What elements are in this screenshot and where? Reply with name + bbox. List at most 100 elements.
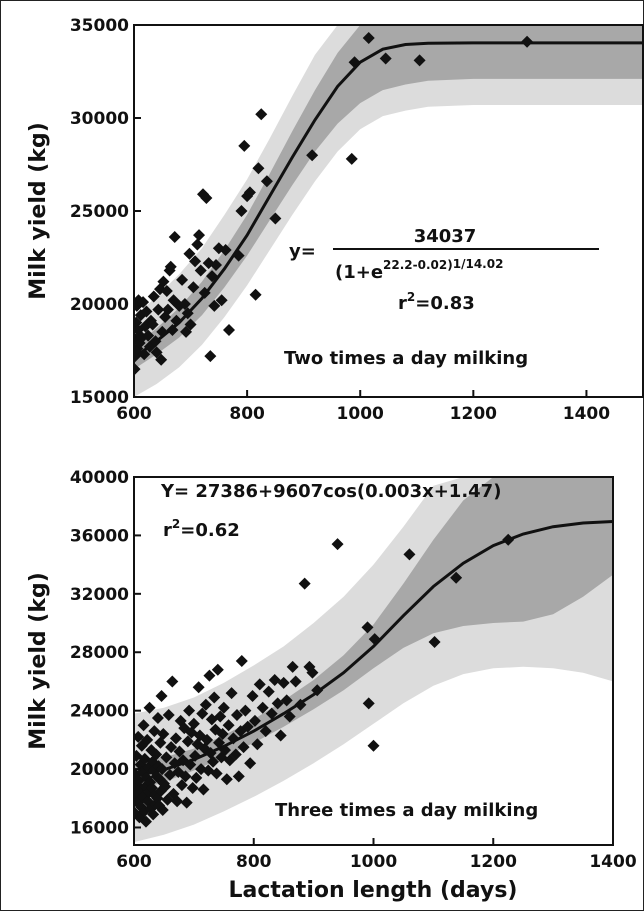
data-point xyxy=(204,350,217,363)
data-point xyxy=(232,249,245,262)
x-axis-label: Lactation length (days) xyxy=(229,878,518,903)
data-point xyxy=(268,673,281,686)
confidence-band xyxy=(134,477,613,791)
fit-curve xyxy=(134,41,643,360)
data-point xyxy=(161,303,174,316)
data-point xyxy=(215,294,228,307)
r-squared-value: =0.83 xyxy=(415,293,475,314)
data-point xyxy=(194,264,207,277)
data-point xyxy=(220,773,233,786)
data-point xyxy=(155,353,168,366)
data-point xyxy=(134,324,144,337)
x-tick-label: 1400 xyxy=(563,404,610,424)
data-point xyxy=(173,745,186,758)
data-point xyxy=(289,675,302,688)
data-point xyxy=(203,669,216,682)
data-point xyxy=(238,139,251,152)
data-point xyxy=(243,186,256,199)
data-point xyxy=(169,732,182,745)
data-point xyxy=(196,707,209,720)
data-point xyxy=(248,714,261,727)
data-point xyxy=(189,255,202,268)
data-point xyxy=(187,717,200,730)
y-axis-label: Milk yield (kg) xyxy=(26,572,51,750)
data-point xyxy=(137,296,150,309)
data-point xyxy=(170,314,183,327)
data-point xyxy=(331,538,344,551)
data-point xyxy=(162,709,175,722)
data-point xyxy=(134,811,146,824)
data-point xyxy=(184,318,197,331)
y-tick-label: 25000 xyxy=(70,202,129,222)
data-point xyxy=(190,771,203,784)
data-point xyxy=(211,663,224,676)
r-squared-exponent: 2 xyxy=(172,517,180,531)
data-point xyxy=(134,730,145,743)
data-point xyxy=(235,655,248,667)
x-tick-label: 1000 xyxy=(350,852,397,872)
r-squared-symbol: r xyxy=(398,293,407,314)
data-point xyxy=(184,758,197,771)
data-point xyxy=(191,238,204,251)
data-point xyxy=(166,675,179,688)
x-tick-label: 600 xyxy=(116,404,152,424)
data-point xyxy=(235,205,248,217)
data-point xyxy=(277,676,290,689)
data-point xyxy=(265,707,278,720)
data-point xyxy=(192,681,205,694)
data-point xyxy=(251,738,264,751)
data-point xyxy=(140,305,153,318)
data-point xyxy=(269,212,282,225)
data-point xyxy=(249,288,262,301)
equation-denominator: (1+e22.2-0.02)1/14.02 xyxy=(335,257,503,283)
data-point xyxy=(280,694,293,707)
data-point xyxy=(150,748,163,761)
r-squared-value: =0.62 xyxy=(180,520,240,541)
x-tick-label: 1200 xyxy=(450,404,497,424)
data-point xyxy=(271,697,284,710)
data-point xyxy=(259,725,272,738)
data-point xyxy=(348,56,361,69)
data-point xyxy=(232,770,245,783)
y-tick-label: 40000 xyxy=(70,468,129,488)
top-panel: 600 800 1000 1200 1400 15000 20000 25000 30000 35… xyxy=(26,16,644,424)
denominator-base: (1+e xyxy=(335,262,383,283)
data-point xyxy=(139,815,152,828)
data-point xyxy=(368,633,381,646)
data-point xyxy=(156,803,169,816)
data-point xyxy=(379,52,392,65)
data-point xyxy=(157,275,170,288)
data-point xyxy=(345,152,358,165)
data-point xyxy=(143,701,156,714)
data-point xyxy=(246,690,259,703)
data-point xyxy=(223,324,236,337)
data-point xyxy=(134,316,143,329)
data-point xyxy=(156,763,169,776)
data-point xyxy=(201,733,214,746)
data-point xyxy=(197,783,210,796)
data-point xyxy=(210,258,223,271)
data-point xyxy=(225,687,238,700)
x-tick-label: 1400 xyxy=(589,852,636,872)
data-point xyxy=(187,281,200,294)
data-point xyxy=(255,108,268,121)
data-point xyxy=(186,782,199,795)
data-point xyxy=(183,247,196,260)
data-point xyxy=(134,783,146,796)
data-point xyxy=(160,284,173,297)
data-point xyxy=(159,780,172,793)
data-point xyxy=(155,690,168,703)
confidence-band xyxy=(134,25,643,370)
y-tick-label: 20000 xyxy=(70,760,129,780)
data-point xyxy=(176,273,189,286)
data-point xyxy=(208,691,221,704)
y-tick-label: 24000 xyxy=(70,702,129,722)
y-tick-label: 20000 xyxy=(70,295,129,315)
x-tick-label: 800 xyxy=(229,404,265,424)
x-tick-label: 800 xyxy=(236,852,272,872)
panel-label: Three times a day milking xyxy=(275,800,538,821)
data-point xyxy=(210,767,223,780)
equation-numerator: 34037 xyxy=(414,226,477,247)
equation-prefix: y= xyxy=(289,241,316,262)
